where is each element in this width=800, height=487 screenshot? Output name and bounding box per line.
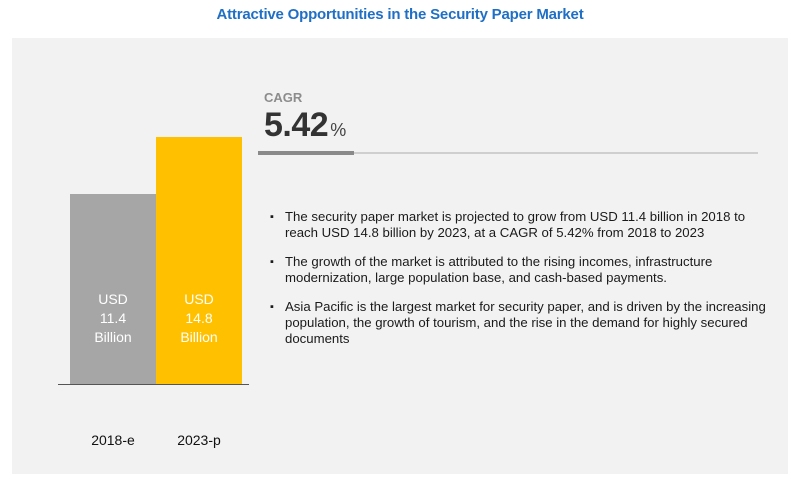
key-points-list: The security paper market is projected t…	[270, 209, 770, 360]
bar-label-2023-line1: USD	[184, 291, 214, 307]
chart-title: Attractive Opportunities in the Security…	[216, 6, 584, 23]
key-point-3: Asia Pacific is the largest market for s…	[270, 299, 770, 347]
bar-label-2018-line2: 11.4	[99, 310, 127, 326]
cagr-number: 5.42	[264, 106, 329, 144]
key-point-1: The security paper market is projected t…	[270, 209, 770, 241]
cagr-label: CAGR	[264, 90, 303, 105]
bar-label-2023-line2: 14.8	[185, 310, 213, 326]
bar-label-2018: USD 11.4 Billion	[70, 290, 156, 347]
x-tick-2023: 2023-p	[177, 432, 221, 448]
key-point-2: The growth of the market is attributed t…	[270, 254, 770, 286]
cagr-unit: %	[330, 120, 346, 140]
cagr-underline	[258, 152, 758, 154]
cagr-underline-accent	[258, 151, 354, 155]
bar-label-2023-line3: Billion	[180, 329, 218, 345]
bar-2023: USD 14.8 Billion	[156, 137, 242, 384]
bar-label-2018-line3: Billion	[94, 329, 132, 345]
bar-label-2018-line1: USD	[98, 291, 128, 307]
cagr-value: 5.42%	[264, 106, 346, 145]
bar-label-2023: USD 14.8 Billion	[156, 290, 242, 347]
bar-2018: USD 11.4 Billion	[70, 194, 156, 384]
x-tick-2018: 2018-e	[91, 432, 135, 448]
x-axis-baseline	[58, 384, 249, 385]
